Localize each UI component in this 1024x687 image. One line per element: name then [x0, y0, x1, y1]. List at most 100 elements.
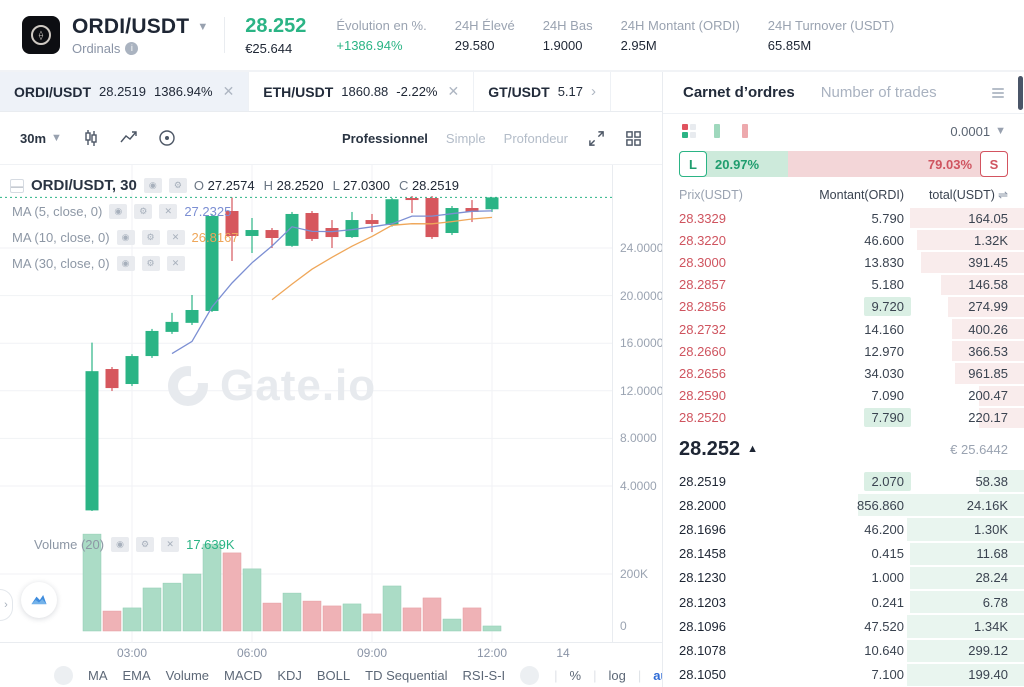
gear-icon[interactable]: ⚙: [168, 178, 187, 193]
close-icon[interactable]: ✕: [161, 537, 180, 552]
chart-view-switch: Professionnel Simple Profondeur: [342, 131, 568, 146]
indicator-macd[interactable]: MACD: [224, 667, 263, 683]
grid-layout-icon[interactable]: [625, 130, 642, 147]
scrollbar-thumb[interactable]: [1018, 76, 1023, 110]
stat-value: 2.95M: [620, 37, 657, 53]
bid-row[interactable]: 28.1230 1.000 28.24: [663, 566, 1024, 590]
scale-%[interactable]: %: [569, 667, 582, 683]
more-tabs-chevron-icon[interactable]: ›: [591, 83, 596, 100]
pair-tab-gt[interactable]: GT/USDT 5.17 ›: [474, 72, 611, 111]
bid-row[interactable]: 28.1078 10.640 299.12: [663, 639, 1024, 663]
ask-row[interactable]: 28.3220 46.600 1.32K: [663, 229, 1024, 251]
depth-bar: [910, 208, 1024, 229]
orderbook-tab[interactable]: Carnet d’ordres: [683, 84, 795, 101]
view-profondeur[interactable]: Profondeur: [503, 130, 568, 146]
close-icon[interactable]: ✕: [159, 204, 178, 219]
gear-icon[interactable]: ⚙: [136, 537, 155, 552]
orderbook-tab[interactable]: Number of trades: [820, 84, 937, 101]
fullscreen-icon[interactable]: [588, 130, 605, 147]
price-axis[interactable]: 24.0000 20.0000 16.0000 12.0000 8.0000 4.0000…: [612, 165, 663, 642]
order-price: 28.1458: [679, 546, 726, 562]
ask-row[interactable]: 28.2856 9.720 274.99: [663, 296, 1024, 318]
ask-row[interactable]: 28.2857 5.180 146.58: [663, 274, 1024, 296]
close-tab-icon[interactable]: ✕: [447, 83, 460, 99]
time-tick: 06:00: [236, 646, 268, 660]
close-icon[interactable]: ✕: [166, 256, 185, 271]
depth-bar: [955, 363, 1024, 384]
short-badge[interactable]: S: [980, 151, 1008, 177]
gear-icon[interactable]: ⚙: [134, 204, 153, 219]
info-icon[interactable]: i: [125, 41, 139, 55]
orderbook-last-price-row[interactable]: 28.252 ▲ € 25.6442: [663, 429, 1024, 469]
indicator-kdj[interactable]: KDJ: [277, 667, 302, 683]
order-price: 28.2519: [679, 473, 726, 489]
candlestick-style-icon[interactable]: [82, 129, 100, 147]
menu-icon[interactable]: [992, 87, 1004, 98]
indicator-rsi-s-i[interactable]: RSI-S-I: [462, 667, 506, 683]
precision-dropdown[interactable]: 0.0001 ▼: [950, 123, 1006, 139]
order-amount: 13.830: [771, 255, 904, 270]
indicator-boll[interactable]: BOLL: [316, 667, 351, 683]
long-badge[interactable]: L: [679, 151, 707, 177]
depth-bar: [951, 341, 1024, 362]
view-simple[interactable]: Simple: [445, 130, 486, 146]
divider: |: [593, 667, 597, 683]
pair-tab-ordi[interactable]: ORDI/USDT 28.2519 1386.94% ✕: [0, 72, 250, 111]
ask-row[interactable]: 28.3329 5.790 164.05: [663, 207, 1024, 229]
time-axis[interactable]: 03:00 06:00 09:00 12:00 14: [0, 643, 662, 663]
eye-icon[interactable]: ◉: [143, 178, 162, 193]
bid-row[interactable]: 28.1203 0.241 6.78: [663, 590, 1024, 614]
ask-row[interactable]: 28.2520 7.790 220.17: [663, 407, 1024, 429]
swap-columns-icon[interactable]: ⇌: [997, 188, 1008, 202]
ask-row[interactable]: 28.2656 34.030 961.85: [663, 362, 1024, 384]
eye-icon[interactable]: ◉: [111, 537, 130, 552]
order-price: 28.1203: [679, 594, 726, 610]
indicator-volume[interactable]: Volume: [165, 667, 210, 683]
ask-row[interactable]: 28.2590 7.090 200.47: [663, 385, 1024, 407]
book-asks-only-icon[interactable]: [737, 123, 753, 139]
indicator-ema[interactable]: EMA: [122, 667, 151, 683]
bid-row[interactable]: 28.2000 856.860 24.16K: [663, 493, 1024, 517]
close-icon[interactable]: ✕: [166, 230, 185, 245]
gear-icon[interactable]: ⚙: [141, 230, 160, 245]
chart-canvas[interactable]: [0, 165, 612, 643]
close-tab-icon[interactable]: ✕: [222, 83, 235, 99]
pair-tab-eth[interactable]: ETH/USDT 1860.88 -2.22% ✕: [249, 72, 475, 111]
ask-row[interactable]: 28.3000 13.830 391.45: [663, 251, 1024, 273]
book-bids-only-icon[interactable]: [709, 123, 725, 139]
bid-row[interactable]: 28.1050 7.100 199.40: [663, 663, 1024, 687]
order-total: 146.58: [968, 277, 1008, 293]
order-total: 400.26: [968, 321, 1008, 337]
interval-dropdown[interactable]: 30m ▼: [20, 130, 62, 146]
prev-indicators-button[interactable]: [54, 665, 73, 685]
indicator-ma[interactable]: MA: [88, 667, 108, 683]
order-amount: 14.160: [771, 322, 904, 337]
candlestick-chart[interactable]: Gate.io — ORDI/USDT, 30 ◉ ⚙ O 27.2574 H 2…: [0, 164, 663, 643]
bid-row[interactable]: 28.2519 2.070 58.38: [663, 469, 1024, 493]
ask-row[interactable]: 28.2660 12.970 366.53: [663, 340, 1024, 362]
depth-bar: [948, 296, 1024, 318]
indicator-chart-icon[interactable]: [120, 129, 138, 147]
market-overview-button[interactable]: [21, 582, 57, 618]
eye-icon[interactable]: ◉: [116, 256, 135, 271]
view-professionnel[interactable]: Professionnel: [341, 130, 428, 146]
next-indicators-button[interactable]: [520, 665, 540, 685]
gear-icon[interactable]: ⚙: [141, 256, 160, 271]
eye-icon[interactable]: ◉: [116, 230, 135, 245]
eye-icon[interactable]: ◉: [109, 204, 128, 219]
depth-bar: [906, 663, 1024, 686]
indicator-td-sequential[interactable]: TD Sequential: [365, 667, 448, 683]
time-tick: 12:00: [476, 646, 508, 660]
bid-row[interactable]: 28.1096 47.520 1.34K: [663, 614, 1024, 638]
order-total: 164.05: [968, 210, 1008, 226]
orderbook-column-headers: Prix(USDT) Montant(ORDI) total(USDT) ⇌: [679, 188, 1008, 202]
ask-row[interactable]: 28.2732 14.160 400.26: [663, 318, 1024, 340]
chevron-down-icon[interactable]: ▼: [197, 20, 209, 33]
collapse-pane-icon[interactable]: —: [10, 178, 24, 193]
scale-log[interactable]: log: [608, 667, 626, 683]
settings-target-icon[interactable]: [158, 129, 176, 147]
bid-row[interactable]: 28.1696 46.200 1.30K: [663, 517, 1024, 541]
bid-row[interactable]: 28.1458 0.415 11.68: [663, 542, 1024, 566]
book-both-sides-icon[interactable]: [681, 123, 697, 139]
depth-bar: [910, 542, 1024, 565]
